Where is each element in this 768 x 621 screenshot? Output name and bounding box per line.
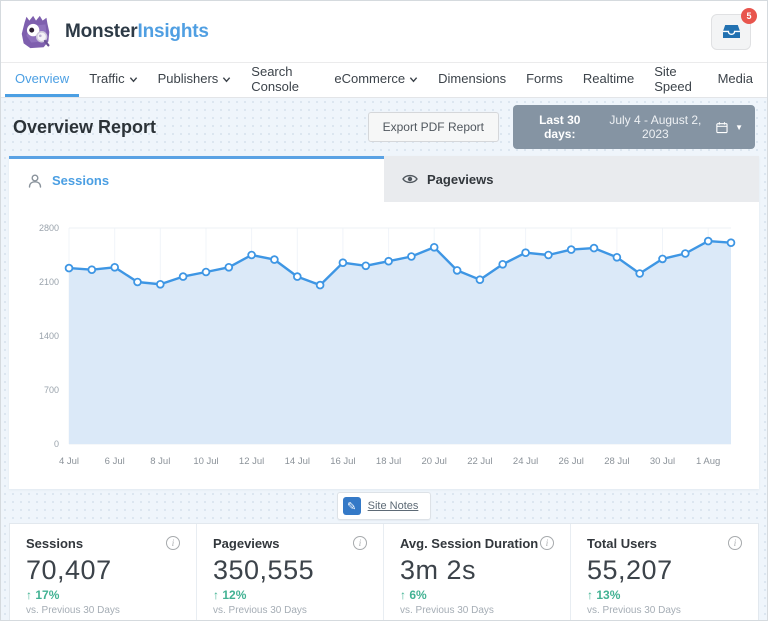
svg-text:28 Jul: 28 Jul — [604, 456, 629, 467]
export-pdf-button[interactable]: Export PDF Report — [367, 112, 499, 142]
report-area: Overview Report Export PDF Report Last 3… — [1, 98, 767, 620]
svg-text:8 Jul: 8 Jul — [150, 456, 170, 467]
monsterinsights-logo-icon — [21, 15, 50, 48]
info-icon[interactable]: i — [353, 536, 367, 550]
svg-text:2100: 2100 — [39, 277, 59, 287]
up-arrow-icon: ↑ — [213, 588, 219, 602]
site-notes-label: Site Notes — [367, 500, 419, 512]
svg-text:0: 0 — [54, 439, 59, 449]
tab-sessions[interactable]: Sessions — [9, 156, 384, 202]
nav-item-publishers[interactable]: Publishers — [148, 63, 242, 97]
up-arrow-icon: ↑ — [26, 588, 32, 602]
calendar-icon — [716, 121, 728, 133]
stat-label: Total Users — [587, 536, 657, 551]
svg-text:1 Aug: 1 Aug — [696, 456, 720, 467]
report-header: Overview Report Export PDF Report Last 3… — [1, 98, 767, 156]
stat-value: 3m 2s — [400, 555, 477, 585]
stat-card-sessions: Sessions i 70,407 ↑ 17% vs. Previous 30 … — [10, 524, 197, 620]
stat-card-total-users: Total Users i 55,207 ↑ 13% vs. Previous … — [571, 524, 758, 620]
stats-row: Sessions i 70,407 ↑ 17% vs. Previous 30 … — [9, 523, 759, 620]
inbox-icon — [722, 25, 740, 38]
site-notes-button[interactable]: ✎ Site Notes — [336, 492, 432, 520]
chevron-down-icon — [223, 76, 231, 82]
chevron-down-icon — [409, 76, 418, 82]
svg-text:6 Jul: 6 Jul — [105, 456, 125, 467]
up-arrow-icon: ↑ — [400, 588, 406, 602]
sessions-chart: 4 Jul 6 Jul 8 Jul 10 Jul 12 Jul 14 Jul 16 Jul 1… — [9, 202, 759, 479]
stat-value: 70,407 — [26, 555, 112, 585]
chevron-down-icon — [129, 76, 137, 82]
notifications-inbox-button[interactable]: 5 — [711, 7, 757, 50]
svg-text:2800: 2800 — [39, 223, 59, 233]
svg-text:16 Jul: 16 Jul — [330, 456, 355, 467]
svg-text:30 Jul: 30 Jul — [650, 456, 675, 467]
svg-text:26 Jul: 26 Jul — [559, 456, 584, 467]
svg-text:24 Jul: 24 Jul — [513, 456, 538, 467]
svg-text:4 Jul: 4 Jul — [59, 456, 79, 467]
nav-item-ecommerce[interactable]: eCommerce — [324, 63, 428, 97]
info-icon[interactable]: i — [166, 536, 180, 550]
tab-pageviews[interactable]: Pageviews — [384, 156, 759, 202]
stat-comparison: vs. Previous 30 Days — [400, 605, 494, 616]
top-bar: MonsterInsights 5 — [1, 1, 767, 63]
svg-text:1400: 1400 — [39, 331, 59, 341]
area-chart: 4 Jul 6 Jul 8 Jul 10 Jul 12 Jul 14 Jul 16 Jul 1… — [39, 223, 736, 467]
brand-part-insights: Insights — [137, 20, 209, 42]
site-notes-row: ✎ Site Notes — [1, 489, 767, 523]
date-range-label: Last 30 days: — [539, 113, 581, 141]
page-title: Overview Report — [13, 116, 157, 137]
svg-text:18 Jul: 18 Jul — [376, 456, 401, 467]
svg-text:20 Jul: 20 Jul — [422, 456, 447, 467]
stat-change: ↑ 13% — [587, 588, 621, 602]
stat-value: 55,207 — [587, 555, 673, 585]
person-icon — [28, 174, 42, 188]
info-icon[interactable]: i — [540, 536, 554, 550]
nav-item-overview[interactable]: Overview — [5, 63, 80, 97]
nav-item-search-console[interactable]: Search Console — [251, 63, 299, 94]
tab-sessions-label: Sessions — [52, 173, 110, 188]
stat-card-pageviews: Pageviews i 350,555 ↑ 12% vs. Previous 3… — [197, 524, 384, 620]
nav-item-realtime[interactable]: Realtime — [582, 71, 635, 86]
nav-item-media[interactable]: Media — [717, 71, 753, 86]
svg-text:22 Jul: 22 Jul — [467, 456, 492, 467]
stat-value: 350,555 — [213, 555, 315, 585]
up-arrow-icon: ↑ — [587, 588, 593, 602]
pencil-icon: ✎ — [342, 497, 361, 515]
tab-pageviews-label: Pageviews — [427, 171, 494, 187]
main-nav: Overview Traffic Publishers Search Conso… — [1, 63, 767, 98]
info-icon[interactable]: i — [728, 536, 742, 550]
stat-comparison: vs. Previous 30 Days — [587, 605, 681, 616]
stat-label: Sessions — [26, 536, 84, 551]
chart-tabs: Sessions Pageviews — [9, 156, 759, 202]
stat-change: ↑ 6% — [400, 588, 427, 602]
notification-count-badge: 5 — [741, 7, 757, 24]
stat-label: Pageviews — [213, 536, 280, 551]
nav-item-traffic[interactable]: Traffic — [79, 63, 147, 97]
svg-text:12 Jul: 12 Jul — [239, 456, 264, 467]
stat-label: Avg. Session Duration — [400, 536, 539, 551]
brand-name: MonsterInsights — [65, 21, 209, 43]
date-range-picker[interactable]: Last 30 days: July 4 - August 2, 2023 ▼ — [513, 105, 755, 149]
stat-comparison: vs. Previous 30 Days — [213, 605, 307, 616]
nav-item-dimensions[interactable]: Dimensions — [438, 71, 507, 86]
brand-part-monster: Monster — [65, 20, 138, 42]
stat-change: ↑ 17% — [26, 588, 60, 602]
eye-icon — [402, 174, 418, 184]
svg-text:14 Jul: 14 Jul — [285, 456, 310, 467]
stat-comparison: vs. Previous 30 Days — [26, 605, 120, 616]
nav-item-site-speed[interactable]: Site Speed — [654, 63, 692, 94]
nav-item-forms[interactable]: Forms — [526, 71, 563, 86]
svg-text:700: 700 — [44, 385, 59, 395]
stat-change: ↑ 12% — [213, 588, 247, 602]
chart-card: Sessions Pageviews 4 Jul 6 Jul 8 Jul 10 Jul… — [9, 156, 759, 489]
date-range-value: July 4 - August 2, 2023 — [609, 113, 702, 141]
svg-text:10 Jul: 10 Jul — [193, 456, 218, 467]
stat-card-avg-session-duration: Avg. Session Duration i 3m 2s ↑ 6% vs. P… — [384, 524, 571, 620]
chevron-down-icon: ▼ — [735, 122, 744, 132]
